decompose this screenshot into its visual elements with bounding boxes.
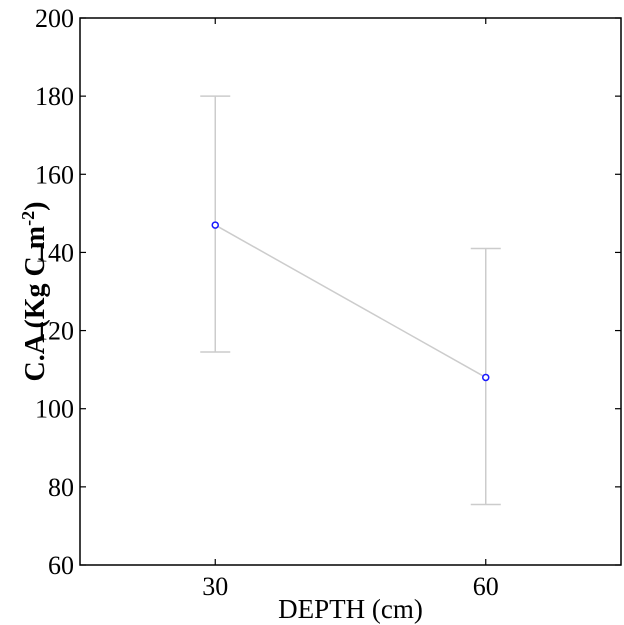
y-tick-label: 80 — [48, 473, 74, 502]
x-tick-label: 30 — [202, 572, 228, 601]
ticks: 60 80 100 120 140 160 180 200 30 60 — [35, 4, 621, 601]
y-axis-label: C.A (Kg C m-2) — [18, 202, 51, 382]
x-axis-label: DEPTH (cm) — [278, 594, 423, 624]
y-axis-label-close: ) — [20, 202, 51, 211]
axes — [79, 17, 622, 566]
x-tick-label: 60 — [473, 572, 499, 601]
y-axis-label-sup: -2 — [18, 211, 38, 226]
y-tick-label: 140 — [35, 238, 74, 267]
y-tick-label: 160 — [35, 160, 74, 189]
series — [200, 95, 501, 506]
data-point — [482, 373, 490, 382]
y-tick-label: 120 — [35, 317, 74, 346]
series-line — [214, 224, 487, 379]
axes-frame — [79, 17, 622, 566]
y-tick-label: 60 — [48, 551, 74, 580]
y-tick-label: 200 — [35, 4, 74, 33]
y-axis-label-main: C.A (Kg C m — [20, 226, 51, 382]
data-point — [211, 221, 219, 229]
y-tick-label: 100 — [35, 395, 74, 424]
y-tick-label: 180 — [35, 82, 74, 111]
